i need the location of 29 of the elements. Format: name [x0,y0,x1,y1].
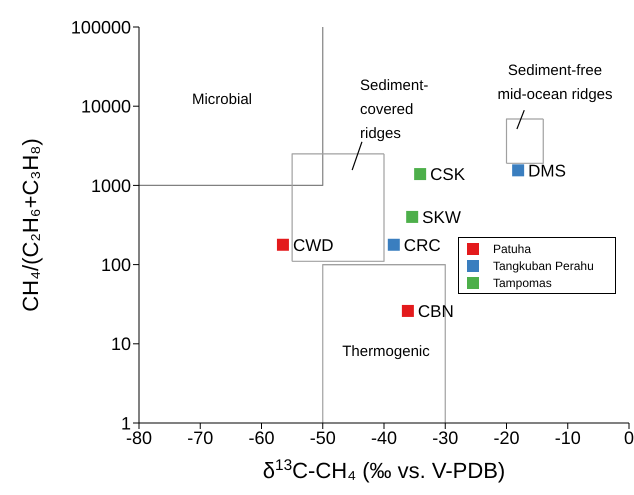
y-tick-label: 100 [100,254,131,275]
x-tick-label: 0 [624,428,634,448]
annotation: Sediment-free mid-ocean ridges [496,61,614,105]
annotation: CRC [404,235,441,254]
annotation: DMS [528,160,566,180]
x-tick-label: -10 [554,428,581,448]
annotation: Sediment- covered ridges [360,76,430,144]
annotation: Thermogenic [341,342,431,362]
y-tick-label: 1000 [90,176,131,196]
legend-label: Tampomas [493,276,552,290]
annotation: Microbial [190,90,253,110]
x-tick-label: -70 [187,428,214,448]
annotation: SKW [422,207,461,226]
legend-label: Tangkuban Perahu [493,258,594,272]
y-tick-label: 100000 [70,17,131,38]
y-tick-label: 10000 [80,96,131,117]
x-tick-label: -50 [310,428,336,448]
legend-label: Patuha [493,242,532,256]
x-tick-label: -30 [432,428,458,448]
y-tick-label: 1 [120,413,131,434]
x-tick-label: -60 [248,428,275,448]
annotation: CBN [418,301,454,320]
y-axis-title: CH₄/(C₂H₆+C₃H₈) [18,138,43,312]
annotation: CSK [430,164,466,184]
x-tick-label: -40 [370,428,398,448]
y-tick-label: 10 [110,334,131,354]
x-tick-label: -20 [493,428,520,448]
x-axis-title: δ$^{13}$C-CH₄ (‰ vs. V-PDB) [262,456,506,483]
annotation: CWD [292,235,334,254]
